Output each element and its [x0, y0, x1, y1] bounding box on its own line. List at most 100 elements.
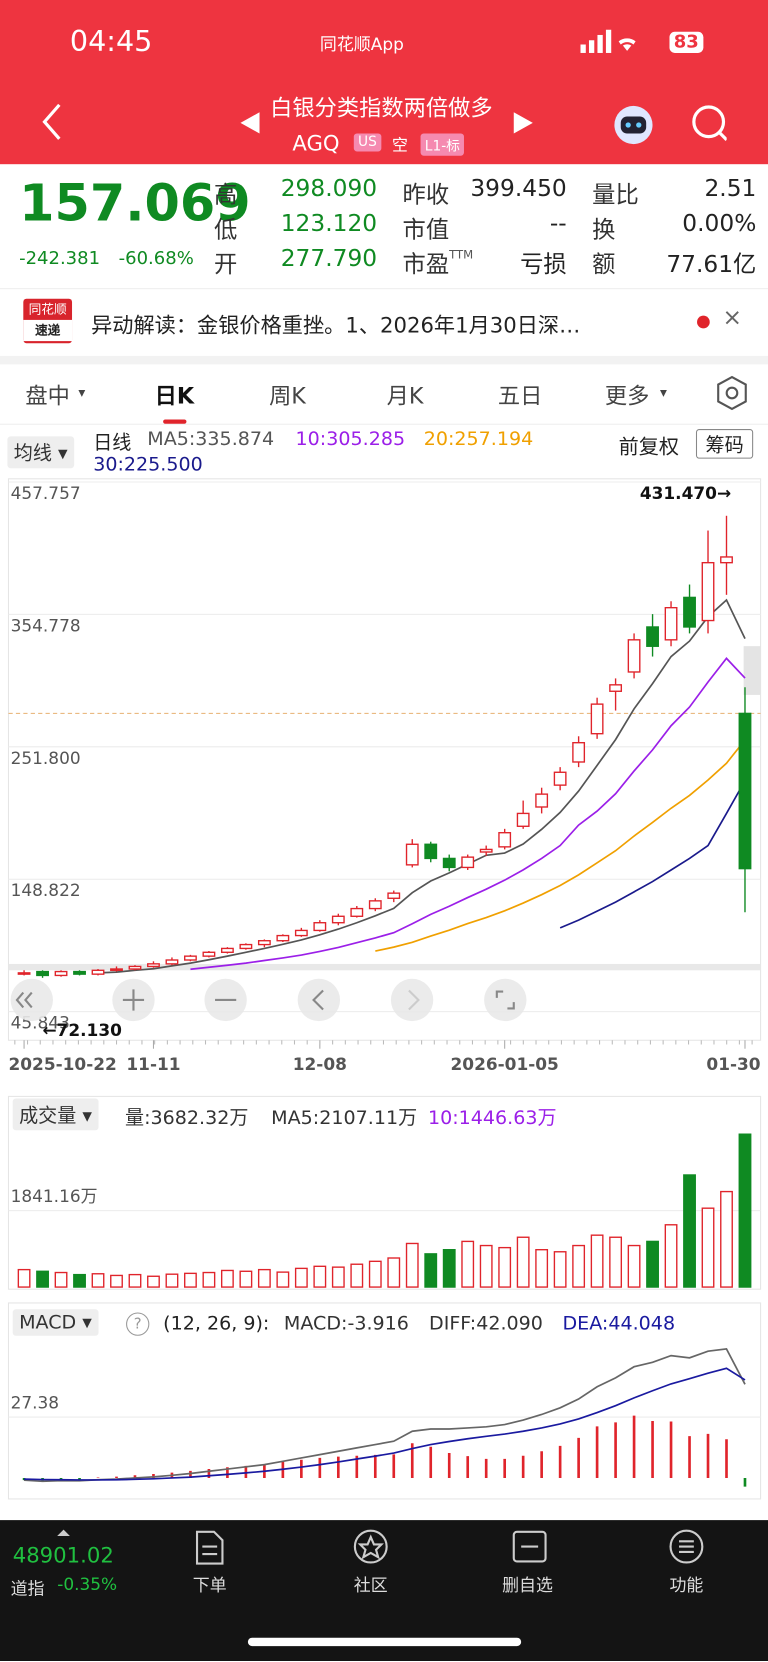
volume-bar — [350, 1263, 364, 1288]
news-badge: 同花顺 速递 — [23, 298, 73, 344]
news-close[interactable]: × — [722, 305, 742, 332]
volume-legend: 量:3682.32万 — [124, 1106, 249, 1130]
bottom-item[interactable]: 下单 — [192, 1575, 227, 1596]
volume-bar — [257, 1268, 271, 1288]
back-button[interactable] — [36, 101, 68, 143]
tab[interactable]: 日K — [154, 383, 195, 409]
high-annotation: 431.470→ — [640, 483, 731, 503]
volume-selector[interactable]: 成交量 ▾ — [12, 1098, 99, 1131]
candle-body — [276, 934, 290, 942]
candle-body — [627, 639, 641, 673]
volume-bar — [294, 1267, 308, 1288]
divider — [0, 355, 768, 365]
diff-line — [23, 1348, 746, 1483]
news-dot — [697, 315, 710, 329]
y-tick-label: 251.800 — [11, 748, 81, 768]
plot-frame — [7, 1095, 762, 1290]
badge: L1-标 — [420, 133, 465, 156]
volume-bar — [609, 1236, 623, 1288]
bottom-item[interactable]: 删自选 — [502, 1575, 553, 1596]
ma-legend: 20:257.194 — [423, 427, 534, 451]
candle-body — [110, 968, 123, 971]
tab[interactable]: 五日 — [497, 383, 543, 409]
field-label: 市值 — [402, 217, 450, 244]
volume-bar — [498, 1246, 512, 1288]
tab[interactable]: 月K — [386, 383, 424, 409]
volume-bar — [572, 1244, 586, 1288]
candle-body — [313, 922, 327, 932]
candle-body — [553, 771, 567, 786]
index-value: 48901.02 — [12, 1542, 114, 1568]
tab[interactable]: 周K — [269, 383, 306, 409]
battery: 83 — [669, 31, 704, 53]
volume-bar — [627, 1244, 641, 1288]
volume-bar — [313, 1265, 327, 1288]
candle-body — [683, 596, 696, 628]
macd-legend: DEA:44.048 — [562, 1312, 676, 1335]
status-time: 04:45 — [69, 25, 153, 59]
macd-params: (12, 26, 9): — [163, 1312, 270, 1335]
tab[interactable]: 盘中 — [25, 383, 70, 409]
help-icon[interactable]: ? — [126, 1312, 150, 1336]
badge: US — [353, 133, 382, 152]
candle-body — [202, 951, 216, 957]
macd-legend: DIFF:42.090 — [429, 1312, 543, 1335]
volume-bar — [387, 1257, 401, 1288]
x-tick-label: 11-11 — [126, 1054, 180, 1074]
candle-body — [535, 793, 549, 808]
volume-bar — [368, 1260, 382, 1288]
ma-selector[interactable]: 均线 ▾ — [7, 436, 74, 469]
chips-button[interactable]: 筹码 — [695, 429, 754, 459]
candle-body — [36, 970, 49, 977]
candle-body — [461, 856, 475, 869]
bottom-item[interactable]: 功能 — [669, 1575, 704, 1596]
candle-body — [257, 940, 271, 946]
macd-legend: MACD:-3.916 — [283, 1312, 409, 1335]
price-change: -242.381 — [19, 247, 101, 270]
volume-bar — [91, 1273, 105, 1288]
field-value: 277.790 — [280, 245, 378, 273]
field-label: 量比 — [592, 182, 639, 209]
y-tick-label: 457.757 — [11, 483, 81, 503]
settings-icon[interactable] — [715, 375, 749, 411]
candle-body — [609, 684, 623, 692]
dea-line — [24, 1367, 746, 1481]
candle-body — [73, 970, 86, 975]
status-app: 同花顺App — [319, 33, 404, 55]
candle-body — [479, 848, 493, 853]
volume-bar — [701, 1207, 715, 1288]
news-text[interactable]: 异动解读：金银价格重挫。1、2026年1月30日深… — [91, 312, 581, 338]
badge: 空 — [391, 135, 408, 155]
volume-bar — [165, 1273, 179, 1288]
ma-legend: MA5:335.874 — [147, 427, 275, 451]
field-label: 开 — [213, 252, 238, 279]
adjust-button[interactable]: 前复权 — [618, 435, 680, 459]
candle-body — [220, 947, 234, 953]
ma-line — [375, 739, 746, 952]
x-tick-label: 2025-10-22 — [8, 1054, 116, 1074]
candle-body — [128, 965, 142, 970]
macd-selector[interactable]: MACD ▾ — [12, 1309, 99, 1336]
candle-body — [294, 929, 308, 937]
home-indicator — [247, 1637, 522, 1647]
field-label: 低 — [213, 217, 238, 244]
candle-body — [239, 943, 253, 950]
volume-legend: 10:1446.63万 — [427, 1106, 557, 1130]
bottom-item[interactable]: 社区 — [353, 1575, 388, 1596]
nav-icons[interactable] — [610, 102, 727, 149]
candle-body — [17, 972, 31, 975]
candle-body — [165, 959, 179, 965]
field-value: 298.090 — [280, 175, 378, 203]
scroll-handle[interactable] — [743, 646, 761, 695]
volume-bar — [424, 1253, 438, 1288]
volume-bar — [553, 1251, 567, 1288]
volume-bar — [331, 1266, 345, 1288]
candle-body — [572, 742, 586, 763]
x-tick-label: 01-30 — [706, 1054, 760, 1074]
tab[interactable]: 更多 — [604, 383, 650, 409]
y-tick-label: 27.38 — [11, 1393, 60, 1413]
volume-bar — [738, 1133, 752, 1288]
volume-legend: MA5:2107.11万 — [271, 1106, 418, 1130]
candle-body — [720, 556, 733, 564]
tab-caret: ▾ — [659, 385, 667, 402]
